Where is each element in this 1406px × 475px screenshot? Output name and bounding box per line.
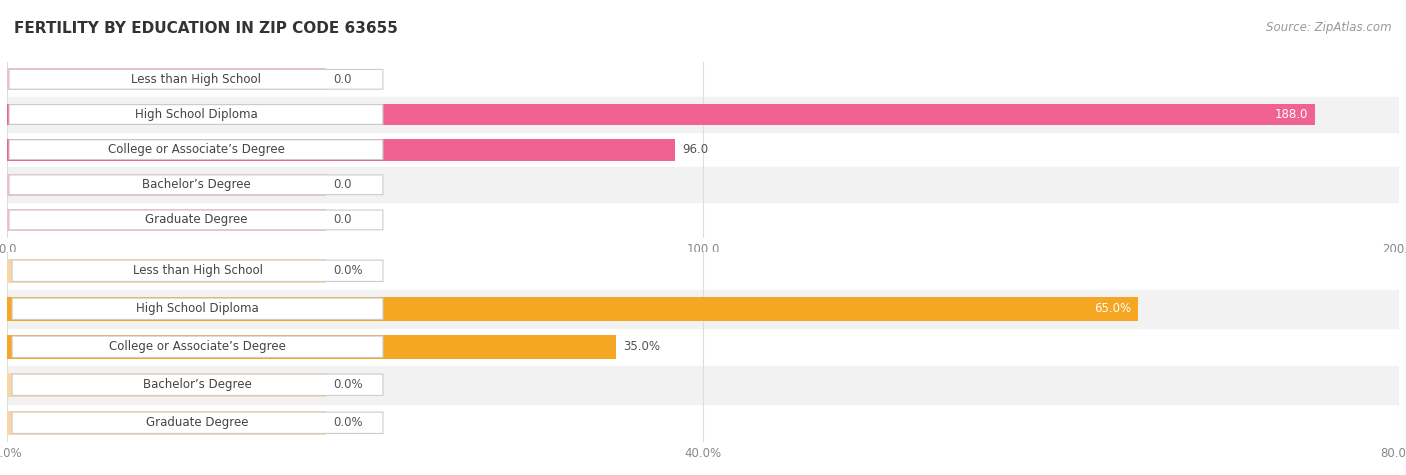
Bar: [7, 167, 1399, 202]
Bar: [7, 209, 326, 231]
Text: 0.0: 0.0: [333, 178, 352, 191]
Bar: [7, 174, 326, 196]
Text: Bachelor’s Degree: Bachelor’s Degree: [143, 378, 252, 391]
Text: College or Associate’s Degree: College or Associate’s Degree: [110, 340, 285, 353]
Text: 0.0: 0.0: [333, 213, 352, 227]
Text: 188.0: 188.0: [1275, 108, 1309, 121]
FancyBboxPatch shape: [13, 260, 382, 281]
Text: 0.0%: 0.0%: [333, 416, 363, 429]
Bar: [7, 373, 326, 397]
Bar: [7, 411, 326, 435]
Text: 0.0%: 0.0%: [333, 378, 363, 391]
Bar: [7, 297, 1137, 321]
Bar: [7, 104, 1316, 125]
Text: FERTILITY BY EDUCATION IN ZIP CODE 63655: FERTILITY BY EDUCATION IN ZIP CODE 63655: [14, 21, 398, 37]
Text: Less than High School: Less than High School: [132, 264, 263, 277]
Text: High School Diploma: High School Diploma: [136, 302, 259, 315]
Text: High School Diploma: High School Diploma: [135, 108, 257, 121]
Bar: [7, 290, 1399, 328]
FancyBboxPatch shape: [8, 210, 382, 230]
Text: College or Associate’s Degree: College or Associate’s Degree: [107, 143, 284, 156]
FancyBboxPatch shape: [13, 298, 382, 319]
Text: Source: ZipAtlas.com: Source: ZipAtlas.com: [1267, 21, 1392, 34]
Text: 0.0: 0.0: [333, 73, 352, 86]
FancyBboxPatch shape: [13, 412, 382, 433]
Bar: [7, 97, 1399, 132]
Text: Graduate Degree: Graduate Degree: [145, 213, 247, 227]
Bar: [7, 68, 326, 90]
Text: 96.0: 96.0: [682, 143, 709, 156]
FancyBboxPatch shape: [8, 69, 382, 89]
Bar: [7, 335, 616, 359]
Text: 35.0%: 35.0%: [623, 340, 659, 353]
FancyBboxPatch shape: [8, 104, 382, 124]
Text: Bachelor’s Degree: Bachelor’s Degree: [142, 178, 250, 191]
Bar: [7, 259, 326, 283]
FancyBboxPatch shape: [8, 140, 382, 160]
Text: 65.0%: 65.0%: [1094, 302, 1130, 315]
Bar: [7, 139, 675, 161]
Text: Less than High School: Less than High School: [131, 73, 262, 86]
FancyBboxPatch shape: [8, 175, 382, 195]
Bar: [7, 366, 1399, 404]
Text: Graduate Degree: Graduate Degree: [146, 416, 249, 429]
FancyBboxPatch shape: [13, 336, 382, 357]
FancyBboxPatch shape: [13, 374, 382, 395]
Text: 0.0%: 0.0%: [333, 264, 363, 277]
